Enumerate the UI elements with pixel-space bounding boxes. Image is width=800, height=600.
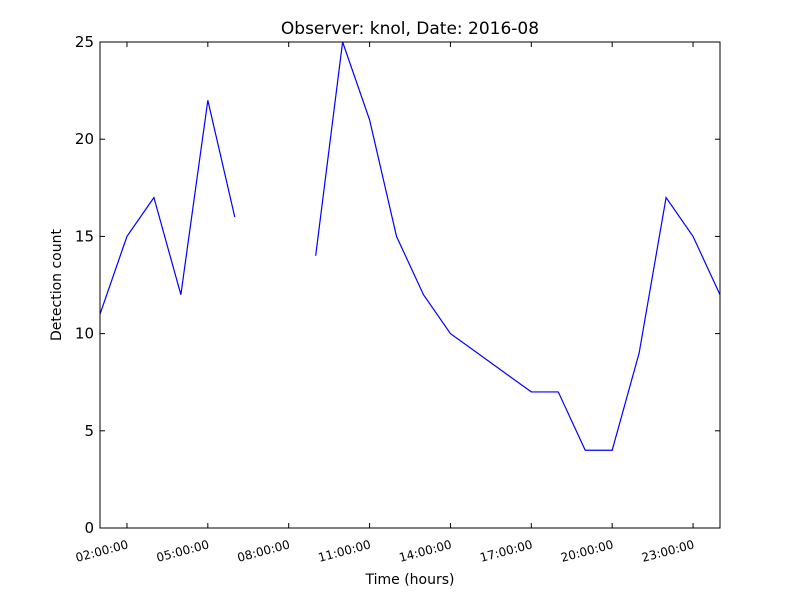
series-line-segment-1 <box>99 100 236 315</box>
y-tick-label: 20 <box>75 130 94 148</box>
y-tick-label: 10 <box>75 325 94 343</box>
y-tick-label: 5 <box>84 422 94 440</box>
chart-title: Observer: knol, Date: 2016-08 <box>281 19 539 39</box>
y-tick-label: 15 <box>75 227 94 245</box>
y-axis-label: Detection count <box>49 229 65 341</box>
plot-frame <box>99 41 721 529</box>
y-axis: 0 5 10 15 20 25 <box>75 33 720 537</box>
plot-lines <box>99 41 721 451</box>
x-axis-label: Time (hours) <box>365 572 455 588</box>
series-line-segment-2 <box>315 41 721 451</box>
y-tick-label: 0 <box>84 519 94 537</box>
y-tick-label: 25 <box>75 33 94 51</box>
